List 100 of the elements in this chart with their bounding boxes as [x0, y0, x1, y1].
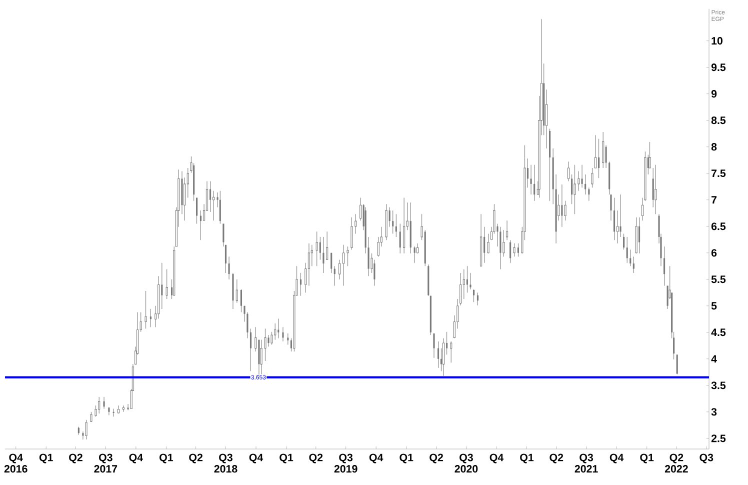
candlestick — [334, 266, 336, 286]
y-tick-label: 7.5 — [712, 170, 726, 178]
y-tick-label: 2.5 — [711, 434, 726, 442]
candlestick — [228, 256, 230, 280]
x-tick-label: Q2 — [69, 454, 82, 464]
candlestick — [319, 236, 321, 260]
candlestick — [433, 333, 435, 358]
candlestick — [399, 223, 401, 254]
x-tick-label: Q4 — [129, 454, 143, 464]
candlestick — [613, 197, 616, 240]
x-tick-label: Q1 — [400, 454, 414, 464]
x-tick-label: Q3 2018 — [214, 454, 238, 473]
x-tick-label: Q4 — [369, 454, 384, 464]
candlestick — [94, 405, 97, 417]
candlestick — [240, 289, 242, 312]
y-tick-label: 10 — [712, 37, 722, 45]
y-tick-label: 4 — [711, 355, 717, 363]
y-tick-label: 9.5 — [711, 64, 726, 72]
candlestick — [610, 194, 612, 221]
candlestick — [166, 269, 168, 300]
x-tick-label: Q1 — [520, 454, 534, 464]
candlestick — [346, 246, 349, 266]
candlestick — [414, 246, 416, 264]
x-tick-label: Q4 — [490, 454, 504, 464]
candlestick — [322, 236, 324, 274]
x-tick-label: Q2 — [550, 454, 564, 464]
y-tick-label: 5.5 — [711, 276, 726, 284]
candlestick — [574, 164, 576, 214]
candlestick — [462, 269, 465, 300]
candlestick — [632, 256, 634, 274]
candlestick — [236, 279, 238, 303]
candlestick — [338, 259, 341, 280]
candlestick — [437, 341, 440, 368]
candlestick — [342, 244, 345, 286]
candlestick — [500, 226, 502, 270]
candlestick — [270, 332, 273, 345]
x-tick-label: Q3 2019 — [334, 454, 358, 473]
candlestick — [274, 323, 276, 340]
candlestick — [122, 405, 124, 412]
candlestick — [103, 396, 105, 409]
candlestick — [278, 318, 280, 338]
candlestick — [654, 164, 657, 214]
candlestick — [476, 292, 479, 306]
candlestick — [250, 328, 252, 372]
candlestick — [630, 249, 632, 266]
candlestick — [517, 243, 519, 257]
candlestick — [450, 341, 452, 363]
candlestick — [534, 164, 536, 202]
candlestick — [316, 231, 318, 266]
candlestick — [470, 272, 472, 290]
candlestick — [506, 220, 508, 240]
candlestick — [350, 217, 353, 250]
candlestick — [663, 246, 666, 286]
candlestick — [200, 210, 202, 240]
y-tick-label: 6.5 — [711, 222, 726, 230]
candlestick — [85, 420, 88, 440]
x-tick-label: Q1 — [160, 454, 174, 464]
x-tick-label: Q2 — [189, 454, 202, 464]
candlestick — [90, 412, 92, 422]
candlestick — [473, 289, 475, 302]
candlestick — [300, 272, 302, 296]
candlestick — [510, 240, 512, 264]
y-tick-label: 4.5 — [711, 328, 726, 336]
y-tick-label: 8 — [711, 143, 717, 151]
candlestick — [588, 187, 590, 202]
candlestick — [581, 164, 583, 188]
y-tick-label: 3 — [711, 408, 717, 416]
candlestick — [209, 181, 212, 212]
y-tick-label: 7 — [712, 196, 717, 204]
candlestick — [513, 243, 516, 257]
candlestick — [144, 290, 147, 329]
y-tick-label: 5 — [711, 302, 717, 310]
candlestick — [594, 134, 597, 168]
candlestick — [502, 230, 505, 257]
x-tick-label: Q2 — [430, 454, 443, 464]
x-tick-label: Q2 2022 — [664, 454, 688, 473]
candlestick — [676, 354, 678, 375]
y-tick-label: 9 — [711, 90, 717, 98]
candlestick — [623, 234, 625, 250]
candlestick — [530, 164, 532, 195]
candlestick — [620, 194, 622, 238]
candlestick — [282, 326, 284, 342]
candlestick — [330, 252, 332, 274]
x-tick-label: Q3 — [700, 454, 714, 464]
y-tick-label: 3.5 — [711, 382, 726, 390]
x-tick-label: Q4 2016 — [4, 454, 28, 473]
x-tick-label: Q3 2017 — [94, 454, 118, 473]
x-tick-label: Q2 — [309, 454, 323, 464]
candlestick — [224, 244, 227, 274]
candlestick — [395, 214, 397, 238]
y-tick-label: 6 — [711, 249, 717, 257]
candlestick — [326, 231, 328, 260]
candlestick — [484, 226, 486, 264]
candlestick — [442, 338, 445, 376]
candlestick — [638, 217, 640, 254]
candlestick — [264, 328, 266, 362]
candlestick — [287, 333, 289, 345]
candlestick — [598, 138, 600, 178]
candlestick — [268, 334, 270, 347]
y-tick-label: 8.5 — [711, 116, 726, 124]
